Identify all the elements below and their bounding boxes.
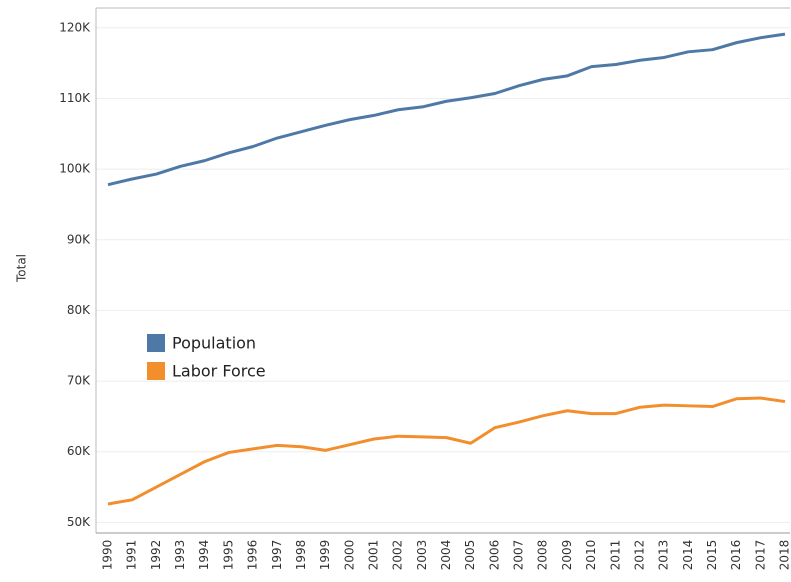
x-tick-label: 2005 bbox=[463, 540, 477, 571]
y-axis-label: Total bbox=[15, 254, 29, 283]
x-tick-label: 2016 bbox=[729, 540, 743, 571]
x-tick-label: 1996 bbox=[246, 540, 260, 571]
x-tick-label: 2000 bbox=[342, 540, 356, 571]
y-tick-label: 70K bbox=[67, 374, 91, 388]
x-tick-label: 2018 bbox=[778, 540, 791, 571]
x-tick-label: 2008 bbox=[536, 540, 550, 571]
x-tick-label: 2012 bbox=[632, 540, 646, 571]
series-line bbox=[107, 32, 786, 187]
x-tick-label: 1995 bbox=[221, 540, 235, 571]
x-tick-label: 2001 bbox=[366, 540, 380, 571]
y-tick-label: 60K bbox=[67, 444, 91, 458]
y-tick-label: 110K bbox=[59, 91, 91, 105]
x-tick-label: 2010 bbox=[584, 540, 598, 571]
x-tick-label: 2002 bbox=[391, 540, 405, 571]
y-tick-label: 100K bbox=[59, 162, 91, 176]
x-tick-label: 2007 bbox=[512, 540, 526, 571]
x-tick-label: 2003 bbox=[415, 540, 429, 571]
legend-swatch bbox=[147, 334, 165, 352]
x-tick-label: 2011 bbox=[608, 540, 622, 571]
y-tick-label: 80K bbox=[67, 303, 91, 317]
x-tick-label: 2013 bbox=[657, 540, 671, 571]
legend-swatch bbox=[147, 362, 165, 380]
x-tick-label: 1994 bbox=[197, 540, 211, 571]
x-tick-label: 1993 bbox=[173, 540, 187, 571]
series-line bbox=[107, 396, 786, 506]
x-tick-label: 2017 bbox=[753, 540, 767, 571]
x-tick-label: 1991 bbox=[125, 540, 139, 571]
x-tick-label: 2009 bbox=[560, 540, 574, 571]
x-tick-label: 1997 bbox=[270, 540, 284, 571]
y-tick-label: 90K bbox=[67, 232, 91, 246]
x-tick-label: 2015 bbox=[705, 540, 719, 571]
x-tick-label: 2006 bbox=[487, 540, 501, 571]
x-tick-label: 2014 bbox=[681, 540, 695, 571]
y-tick-label: 50K bbox=[67, 515, 91, 529]
legend-label: Labor Force bbox=[172, 362, 266, 381]
x-tick-label: 1992 bbox=[149, 540, 163, 571]
x-tick-label: 2004 bbox=[439, 540, 453, 571]
x-tick-label: 1998 bbox=[294, 540, 308, 571]
y-tick-label: 120K bbox=[59, 20, 91, 34]
legend-label: Population bbox=[172, 334, 256, 353]
x-tick-label: 1990 bbox=[101, 540, 115, 571]
x-tick-label: 1999 bbox=[318, 540, 332, 571]
